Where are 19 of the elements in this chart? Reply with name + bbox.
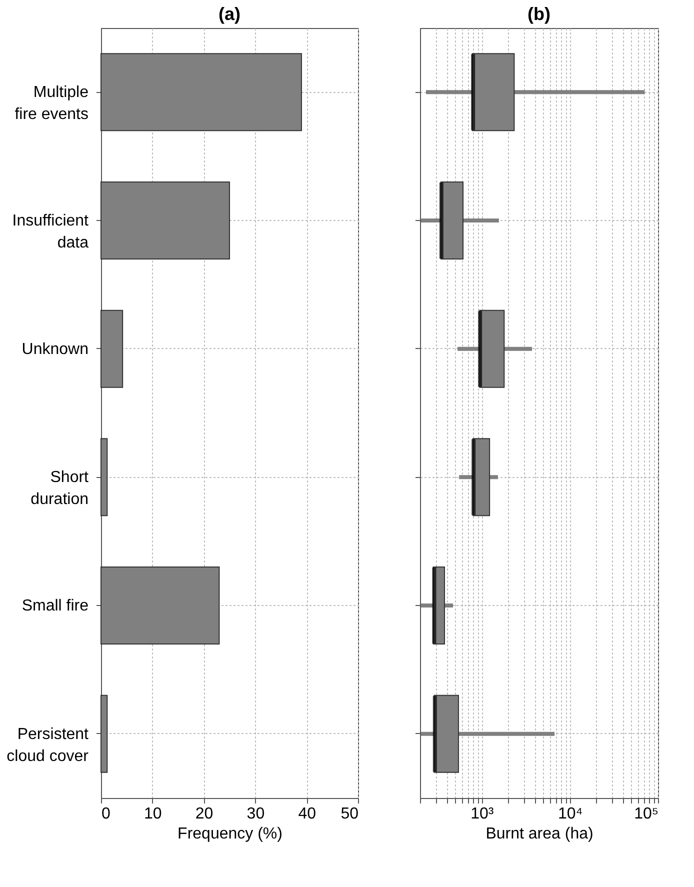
x-tick-label: 50: [340, 806, 359, 822]
x-axis-title: Frequency (%): [178, 826, 282, 842]
x-tick-label: 10⁵: [634, 806, 658, 822]
x-tick-label: 40: [298, 806, 316, 822]
x-tick-label: 20: [195, 806, 214, 822]
y-tick-label: Small fire: [22, 598, 89, 614]
x-axis-title: Burnt area (ha): [486, 826, 594, 842]
y-tick-label: Unknown: [22, 340, 88, 358]
chart-title: (a): [218, 4, 241, 24]
y-tick-label: Multiple fire events: [14, 84, 89, 124]
y-tick-label: Short duration: [30, 469, 90, 508]
x-tick-label: 10³: [470, 806, 494, 822]
x-tick-label: 30: [246, 806, 265, 822]
x-tick-label: 0: [102, 806, 110, 822]
x-tick-label: 10: [144, 806, 162, 822]
y-tick-label: Persistent cloud cover: [6, 726, 90, 765]
x-tick-label: 10⁴: [558, 806, 583, 822]
y-tick-label: Insufficient data: [12, 212, 90, 252]
chart-title: (b): [528, 4, 550, 24]
